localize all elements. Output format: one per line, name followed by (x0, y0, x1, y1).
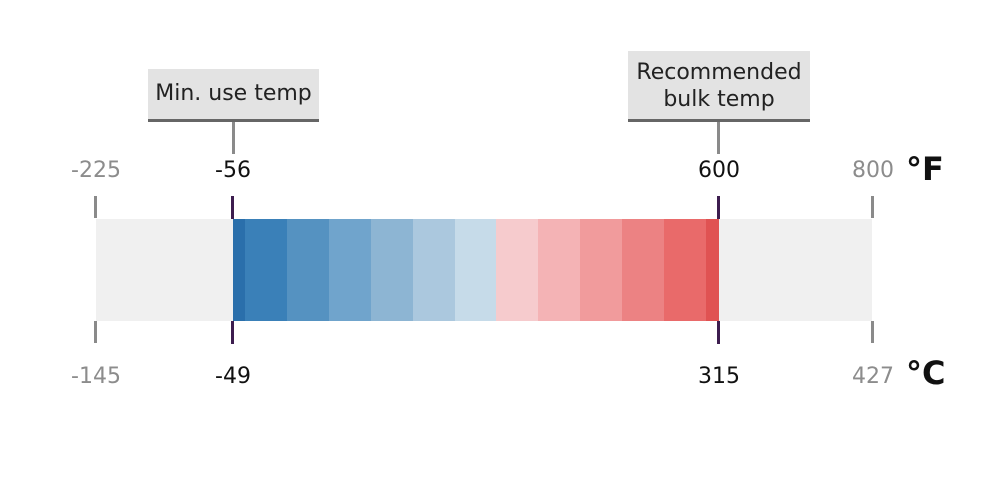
fahrenheit-min-tick (94, 196, 97, 218)
gradient-segment (580, 219, 623, 321)
recommended-label-line2: bulk temp (663, 87, 775, 112)
recommended-callout-connector (717, 122, 720, 154)
fahrenheit-range-min: -225 (71, 158, 121, 183)
recommended-label-line1: Recommended (636, 60, 802, 85)
gradient-segment (370, 219, 414, 321)
gradient-segment (622, 219, 665, 321)
celsius-max-tick (871, 321, 874, 343)
celsius-min-tick (94, 321, 97, 343)
celsius-range-min: -145 (71, 364, 121, 389)
gradient-segment (286, 219, 330, 321)
fahrenheit-recommended-tick (717, 196, 720, 219)
gradient-segment (538, 219, 581, 321)
gradient-segment (454, 219, 498, 321)
gradient-segment (706, 219, 719, 321)
min-use-callout-connector (232, 122, 235, 154)
fahrenheit-unit: °F (906, 150, 944, 188)
gradient-segment (664, 219, 707, 321)
min-use-temp-callout: Min. use temp (148, 69, 319, 122)
fahrenheit-range-max: 800 (852, 158, 894, 183)
gradient-segment (412, 219, 456, 321)
gradient-segment (233, 219, 246, 321)
gradient-segment (245, 219, 288, 321)
recommended-bulk-temp-callout: Recommended bulk temp (628, 51, 810, 122)
fahrenheit-recommended: 600 (698, 158, 740, 183)
celsius-min-use: -49 (215, 364, 251, 389)
celsius-min-use-tick (231, 321, 234, 344)
min-use-temp-label: Min. use temp (155, 81, 312, 106)
celsius-range-max: 427 (852, 364, 894, 389)
celsius-unit: °C (906, 354, 946, 392)
celsius-recommended-tick (717, 321, 720, 344)
gradient-segment (328, 219, 372, 321)
fahrenheit-min-use-tick (231, 196, 234, 219)
celsius-recommended: 315 (698, 364, 740, 389)
fahrenheit-max-tick (871, 196, 874, 218)
gradient-segment (496, 219, 539, 321)
fahrenheit-min-use: -56 (215, 158, 251, 183)
